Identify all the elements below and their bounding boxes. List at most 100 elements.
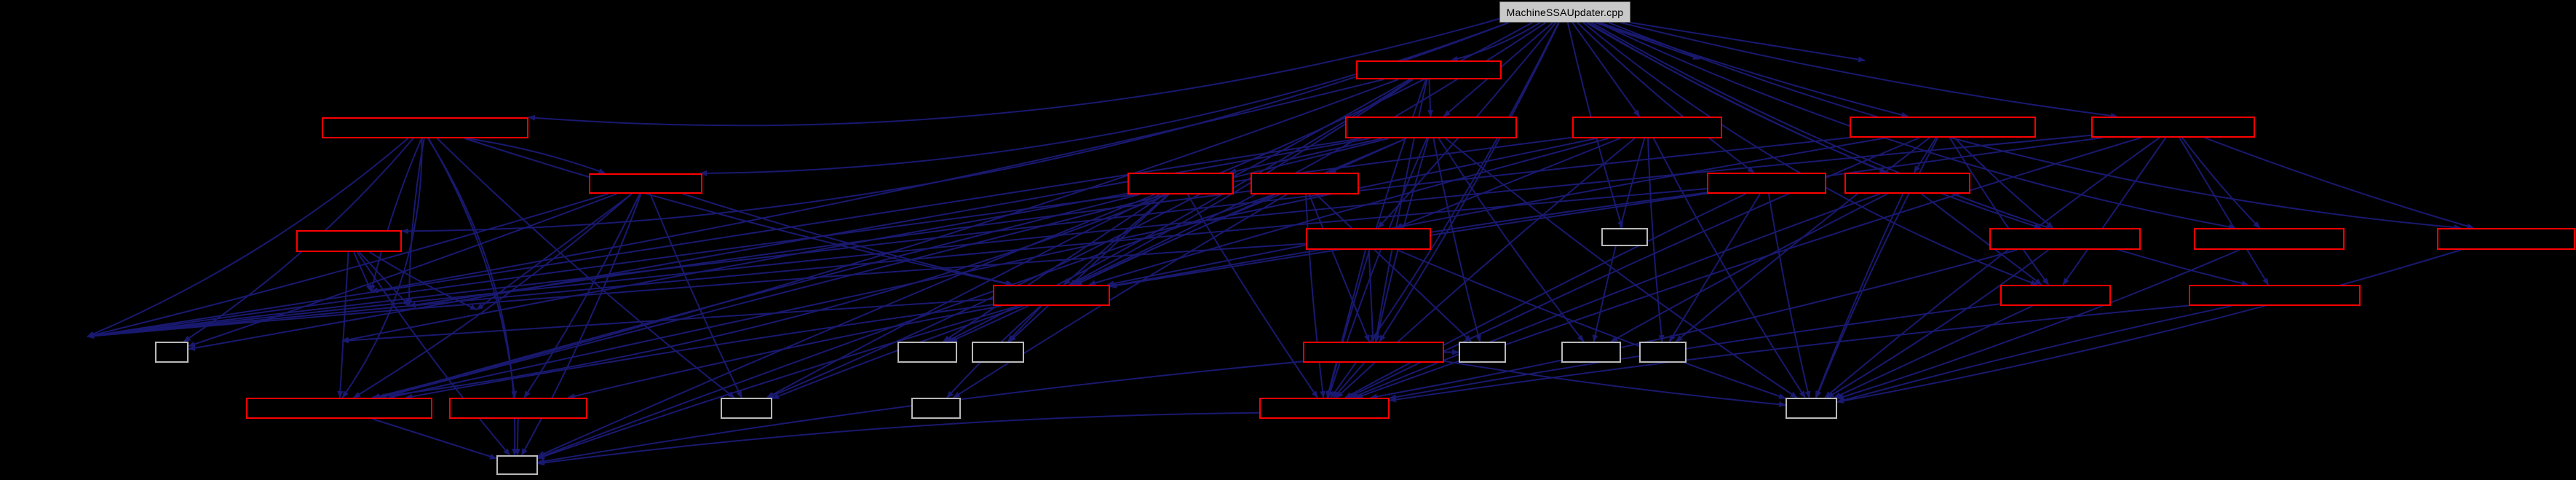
dependency-edge (87, 136, 1850, 339)
dependency-edge (1432, 138, 1481, 342)
graph-node-r2[interactable] (322, 117, 528, 138)
dependency-edge (341, 138, 423, 398)
dependency-edge (1443, 360, 1786, 408)
graph-node-r11[interactable] (1844, 173, 1970, 194)
graph-node-w8[interactable] (911, 398, 961, 419)
dependency-edge (87, 187, 1708, 339)
graph-node-r5[interactable] (1850, 117, 2036, 138)
graph-node-w4[interactable] (1459, 342, 1506, 363)
graph-node-r10[interactable] (1707, 173, 1826, 194)
dependency-edge (1597, 22, 2236, 230)
dependency-edge (1389, 304, 2189, 403)
graph-node-r20[interactable] (1306, 228, 1431, 250)
dependency-edge (1229, 138, 1383, 174)
dependency-edge (1815, 193, 1904, 398)
dependency-edge (1450, 22, 1541, 62)
dependency-edge (1599, 22, 1909, 118)
dependency-edge (1588, 22, 2042, 229)
dependency-edge (1333, 362, 1366, 398)
dependency-edge (87, 138, 409, 337)
graph-node-r4[interactable] (1572, 117, 1722, 138)
dependency-edge (1954, 137, 2054, 229)
dependency-edge (766, 194, 1160, 398)
graph-node-r17[interactable] (449, 398, 587, 419)
graph-node-r13[interactable] (2000, 285, 2111, 306)
graph-node-w3[interactable] (972, 342, 1024, 363)
dependency-edge (1647, 138, 1665, 342)
dependency-edge (1186, 194, 1319, 398)
dependency-edge (1325, 249, 1367, 398)
dependency-edge (766, 79, 1411, 398)
dependency-edge (370, 79, 1384, 294)
dependency-edge (1304, 194, 1326, 398)
graph-node-w1[interactable] (155, 342, 189, 363)
graph-node-w11[interactable] (496, 455, 538, 475)
graph-node-title[interactable]: MachineSSAUpdater.cpp (1499, 1, 1630, 23)
dependency-edge (353, 251, 372, 292)
graph-node-r15[interactable] (1303, 342, 1444, 363)
dependency-edge (1063, 194, 1169, 286)
graph-node-w6[interactable] (1639, 342, 1687, 363)
dependency-edge (1815, 137, 1939, 398)
graph-node-w2[interactable] (897, 342, 957, 363)
dependency-edge (942, 194, 1165, 342)
graph-node-r9[interactable] (589, 173, 702, 194)
graph-node-r12[interactable] (993, 285, 1110, 306)
graph-node-w5[interactable] (1561, 342, 1621, 363)
dependency-edge (1833, 305, 2034, 398)
graph-node-r16[interactable] (246, 398, 432, 419)
dependency-edge (1572, 22, 1641, 117)
dependency-edge (1595, 22, 1700, 60)
graph-node-r1[interactable] (1356, 60, 1502, 79)
graph-node-r21[interactable] (1989, 228, 2141, 250)
dependency-edge (2204, 137, 2475, 229)
dependency-edge (2062, 137, 2167, 286)
dependency-edge (1395, 138, 1620, 229)
dependency-edge (1668, 193, 1761, 342)
graph-node-r8[interactable] (1251, 173, 1359, 194)
dependency-edge (1368, 249, 1376, 342)
dependency-edge (1379, 22, 1560, 342)
dependency-edge (188, 193, 617, 347)
dependency-edge (1826, 249, 2050, 398)
graph-node-r6[interactable] (2091, 117, 2255, 138)
dependency-edge (372, 418, 497, 460)
dependency-edge (358, 251, 410, 307)
graph-node-w9[interactable] (1786, 398, 1837, 419)
dependency-edge (341, 298, 994, 344)
dependency-edge (537, 194, 1275, 459)
graph-node-w7[interactable] (721, 398, 772, 419)
dependency-edge (87, 243, 1307, 339)
graph-node-r14[interactable] (2189, 285, 2361, 306)
graph-title-label: MachineSSAUpdater.cpp (1506, 6, 1624, 18)
graph-node-r22[interactable] (2194, 228, 2345, 250)
graph-node-r19[interactable] (296, 230, 402, 252)
dependency-edge (436, 138, 735, 398)
dependency-edge (537, 305, 1019, 460)
dependency-edge (405, 304, 994, 400)
dependency-edge (370, 138, 423, 292)
dependency-edge (520, 193, 642, 456)
dependency-edge (949, 305, 1029, 342)
graph-node-r23[interactable] (2437, 228, 2575, 250)
dependency-edge (1610, 193, 1888, 342)
dependency-edge (1008, 194, 1170, 342)
dependency-edge (1836, 249, 2462, 404)
dependency-edge (1007, 305, 1042, 342)
graph-node-r18[interactable] (1259, 398, 1390, 419)
dependency-edge (1582, 22, 2038, 286)
dependency-edge (649, 193, 742, 398)
graph-node-r7[interactable] (1128, 173, 1234, 194)
dependency-edge (356, 251, 511, 456)
dependency-edge (1369, 249, 2018, 400)
dependency-edge (1577, 22, 1755, 173)
graph-node-w10[interactable] (1601, 228, 1648, 246)
dependency-edge (537, 412, 1260, 466)
dependency-edge (379, 138, 1389, 399)
dependency-edge (378, 194, 1141, 399)
dependency-edge (87, 136, 1573, 339)
graph-node-r3[interactable] (1345, 117, 1517, 138)
dependency-edge (1351, 193, 1881, 398)
dependency-edge (87, 193, 609, 338)
